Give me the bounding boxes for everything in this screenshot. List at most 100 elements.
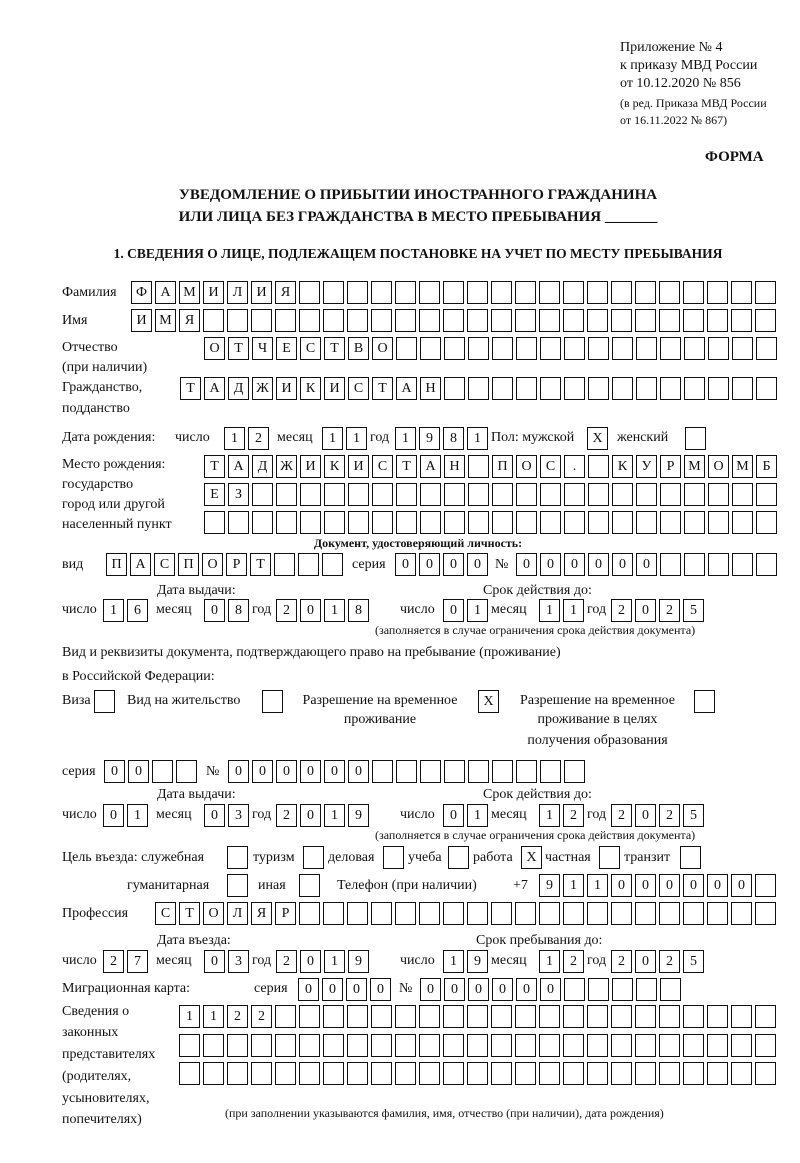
character-cell[interactable]: 0 [204,599,225,622]
character-cell[interactable] [755,309,776,332]
character-cell[interactable]: 0 [419,553,440,576]
character-cell[interactable] [611,1005,632,1028]
character-cell[interactable]: 2 [611,950,632,973]
character-cell[interactable] [419,1034,440,1057]
character-cell[interactable] [300,511,321,534]
character-cell[interactable] [636,483,657,506]
character-cell[interactable] [611,1034,632,1057]
character-cell[interactable] [276,511,297,534]
character-cell[interactable]: 0 [635,950,656,973]
character-cell[interactable]: 2 [563,804,584,827]
character-cell[interactable] [251,1062,272,1085]
character-cell[interactable]: Т [396,455,417,478]
character-cell[interactable]: 0 [467,553,488,576]
character-cell[interactable] [588,377,609,400]
character-cell[interactable]: 9 [467,950,488,973]
character-cell[interactable]: 2 [276,804,297,827]
character-cell[interactable]: Ф [131,281,152,304]
character-cell[interactable]: 2 [276,950,297,973]
character-cell[interactable]: Б [756,455,777,478]
character-cell[interactable] [491,902,512,925]
character-cell[interactable]: Т [372,377,393,400]
character-cell[interactable]: 1 [324,599,345,622]
character-cell[interactable]: 1 [127,804,148,827]
character-cell[interactable] [659,1005,680,1028]
character-cell[interactable] [683,1005,704,1028]
checkbox[interactable] [227,846,248,869]
character-cell[interactable]: 0 [564,553,585,576]
character-cell[interactable] [420,337,441,360]
character-cell[interactable] [228,511,249,534]
character-cell[interactable] [396,337,417,360]
character-cell[interactable] [468,377,489,400]
character-cell[interactable]: С [540,455,561,478]
character-cell[interactable]: С [300,337,321,360]
character-cell[interactable] [660,483,681,506]
character-cell[interactable] [516,511,537,534]
character-cell[interactable]: И [131,309,152,332]
character-cell[interactable] [468,511,489,534]
character-cell[interactable] [396,511,417,534]
character-cell[interactable] [755,874,776,897]
character-cell[interactable] [756,377,777,400]
character-cell[interactable]: 0 [252,760,273,783]
character-cell[interactable]: 2 [251,1005,272,1028]
character-cell[interactable] [396,760,417,783]
character-cell[interactable] [732,553,753,576]
character-cell[interactable] [660,337,681,360]
character-cell[interactable]: 0 [635,599,656,622]
character-cell[interactable]: К [300,377,321,400]
character-cell[interactable] [563,902,584,925]
character-cell[interactable] [492,511,513,534]
character-cell[interactable] [708,483,729,506]
character-cell[interactable] [635,281,656,304]
character-cell[interactable] [756,511,777,534]
character-cell[interactable]: 0 [300,599,321,622]
checkbox[interactable]: X [478,690,499,713]
character-cell[interactable]: 0 [635,804,656,827]
character-cell[interactable] [347,1062,368,1085]
character-cell[interactable] [659,1062,680,1085]
character-cell[interactable] [300,483,321,506]
character-cell[interactable] [587,1062,608,1085]
character-cell[interactable]: 8 [348,599,369,622]
character-cell[interactable] [756,483,777,506]
character-cell[interactable] [755,1005,776,1028]
character-cell[interactable]: Е [204,483,225,506]
character-cell[interactable] [587,309,608,332]
character-cell[interactable] [683,1062,704,1085]
character-cell[interactable] [275,1034,296,1057]
character-cell[interactable] [684,337,705,360]
character-cell[interactable]: 0 [370,978,391,1001]
character-cell[interactable]: 2 [659,599,680,622]
character-cell[interactable] [468,455,489,478]
character-cell[interactable] [611,281,632,304]
character-cell[interactable]: 0 [300,804,321,827]
character-cell[interactable] [564,377,585,400]
character-cell[interactable] [515,902,536,925]
character-cell[interactable] [707,1034,728,1057]
character-cell[interactable] [444,483,465,506]
character-cell[interactable] [660,553,681,576]
character-cell[interactable] [444,337,465,360]
character-cell[interactable] [587,902,608,925]
character-cell[interactable]: С [154,553,175,576]
character-cell[interactable]: 5 [683,804,704,827]
character-cell[interactable]: 1 [587,874,608,897]
character-cell[interactable]: 2 [563,950,584,973]
character-cell[interactable]: 1 [203,1005,224,1028]
character-cell[interactable]: И [203,281,224,304]
character-cell[interactable] [395,902,416,925]
character-cell[interactable] [515,1034,536,1057]
character-cell[interactable]: 0 [443,804,464,827]
character-cell[interactable] [419,902,440,925]
character-cell[interactable] [323,281,344,304]
character-cell[interactable]: К [612,455,633,478]
character-cell[interactable] [588,337,609,360]
character-cell[interactable]: М [732,455,753,478]
character-cell[interactable] [564,978,585,1001]
character-cell[interactable]: 0 [300,950,321,973]
checkbox[interactable] [448,846,469,869]
character-cell[interactable]: Ж [276,455,297,478]
character-cell[interactable]: А [155,281,176,304]
